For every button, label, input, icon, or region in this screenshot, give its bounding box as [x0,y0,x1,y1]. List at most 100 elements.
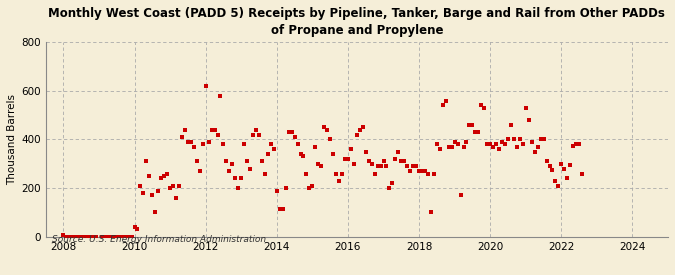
Point [310,145,321,149]
Point [565,163,576,167]
Point [488,145,499,149]
Point [61,235,72,239]
Point [547,168,558,172]
Title: Monthly West Coast (PADD 5) Receipts by Pipeline, Tanker, Barge and Rail from Ot: Monthly West Coast (PADD 5) Receipts by … [49,7,666,37]
Point [67,235,78,239]
Point [64,235,75,239]
Point [479,106,489,110]
Point [425,210,436,214]
Point [141,159,152,164]
Point [541,159,552,164]
Point [553,183,564,188]
Point [357,125,368,130]
Point [331,171,342,176]
Point [482,142,493,147]
Point [455,193,466,197]
Point [295,152,306,156]
Point [402,164,412,168]
Point [173,183,184,188]
Point [182,140,193,144]
Point [544,164,555,168]
Point [224,169,235,173]
Point [518,142,529,147]
Point [286,130,297,134]
Point [248,133,259,137]
Point [245,166,256,171]
Point [535,137,546,142]
Point [375,164,386,168]
Point [429,171,439,176]
Point [568,143,578,148]
Point [485,142,495,147]
Point [73,235,84,239]
Point [493,147,504,152]
Point [132,227,143,232]
Point [437,103,448,108]
Point [378,159,389,164]
Point [256,159,267,164]
Point [363,159,374,164]
Point [209,128,220,132]
Point [97,235,107,239]
Point [162,171,173,176]
Point [186,140,196,144]
Point [431,142,442,147]
Point [233,186,244,190]
Point [423,171,433,176]
Point [440,98,451,103]
Point [340,157,350,161]
Point [342,157,353,161]
Point [532,145,543,149]
Point [188,145,199,149]
Point [393,149,404,154]
Point [120,235,131,239]
Point [508,137,519,142]
Point [84,235,95,239]
Point [360,149,371,154]
Point [399,159,410,164]
Point [523,118,534,122]
Point [506,123,516,127]
Point [197,142,208,147]
Point [500,142,510,147]
Point [538,137,549,142]
Point [109,235,119,239]
Point [79,235,90,239]
Point [147,193,158,197]
Point [153,188,163,193]
Point [277,207,288,211]
Point [265,142,276,147]
Point [526,140,537,144]
Point [325,137,335,142]
Point [461,140,472,144]
Point [473,130,484,134]
Point [396,159,407,164]
Point [114,235,125,239]
Point [117,235,128,239]
Point [503,137,514,142]
Point [254,133,265,137]
Point [405,169,416,173]
Point [387,181,398,185]
Point [301,171,312,176]
Point [420,169,431,173]
Point [571,142,582,147]
Point [550,178,561,183]
Point [230,176,241,181]
Point [206,128,217,132]
Point [576,171,587,176]
Point [313,162,324,166]
Point [476,103,487,108]
Point [354,128,365,132]
Point [103,235,113,239]
Point [298,154,309,159]
Point [150,210,161,214]
Point [200,84,211,88]
Point [269,147,279,152]
Point [520,106,531,110]
Point [138,191,148,195]
Point [372,164,383,168]
Point [529,149,540,154]
Point [274,207,285,211]
Point [260,171,271,176]
